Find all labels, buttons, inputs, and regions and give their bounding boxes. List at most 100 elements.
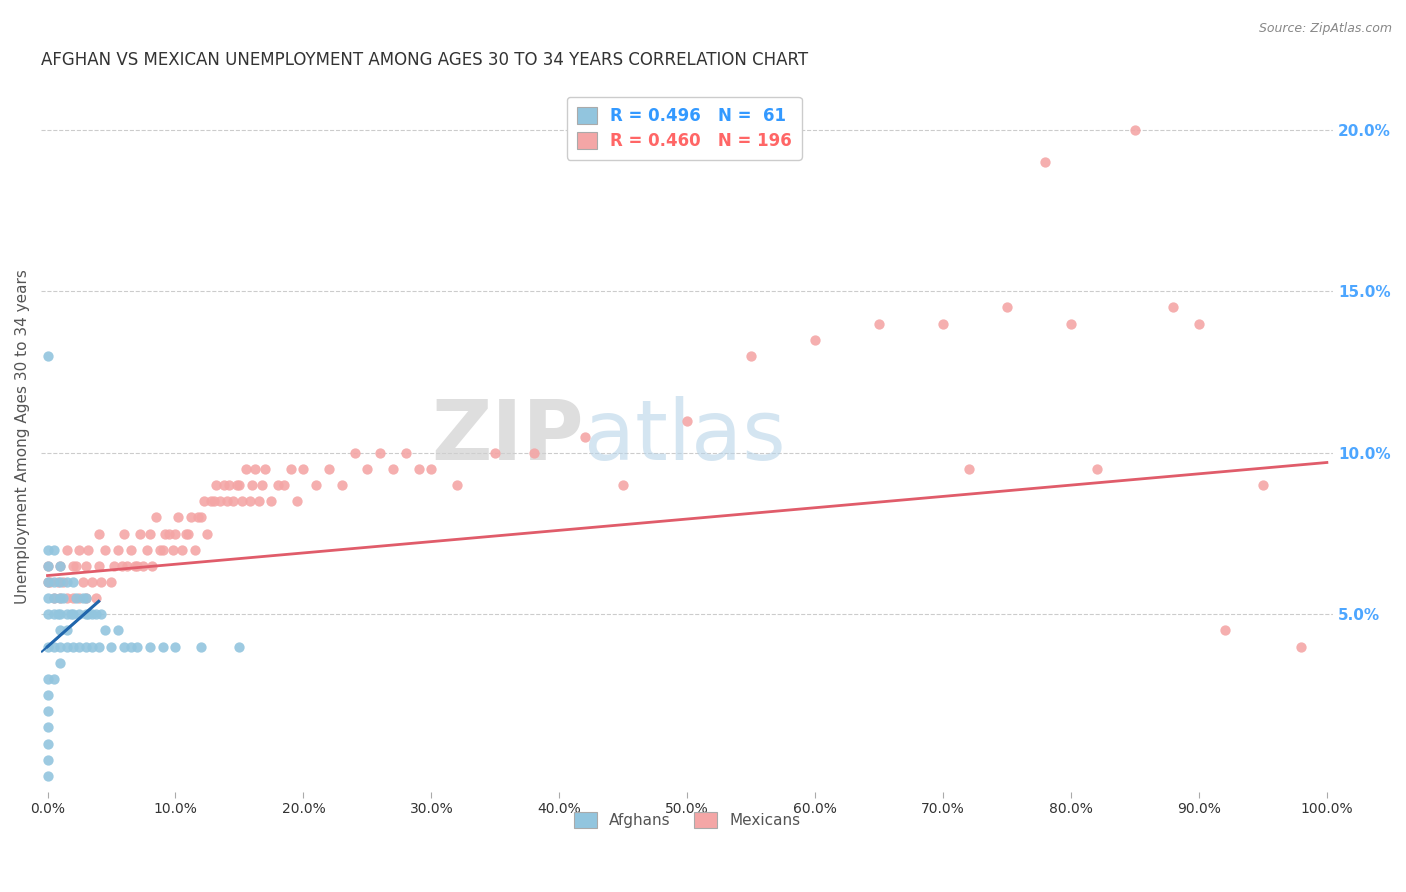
Point — [408, 462, 430, 476]
Point — [75, 591, 97, 606]
Point — [165, 640, 187, 654]
Point — [52, 591, 75, 606]
Point — [343, 446, 366, 460]
Point — [39, 574, 62, 589]
Point — [209, 494, 232, 508]
Point — [75, 607, 97, 622]
Point — [69, 591, 91, 606]
Point — [305, 478, 328, 492]
Point — [523, 446, 546, 460]
Point — [62, 574, 84, 589]
Point — [368, 446, 391, 460]
Point — [94, 624, 117, 638]
Point — [120, 640, 142, 654]
Point — [107, 542, 129, 557]
Point — [90, 574, 112, 589]
Point — [125, 558, 148, 573]
Point — [136, 542, 159, 557]
Point — [37, 574, 59, 589]
Point — [77, 542, 100, 557]
Point — [46, 607, 69, 622]
Point — [804, 333, 827, 347]
Point — [82, 640, 104, 654]
Point — [280, 462, 302, 476]
Point — [59, 607, 82, 622]
Point — [932, 317, 955, 331]
Point — [49, 656, 72, 670]
Point — [165, 526, 187, 541]
Point — [42, 672, 65, 686]
Point — [82, 574, 104, 589]
Point — [252, 478, 274, 492]
Point — [139, 526, 162, 541]
Point — [180, 510, 202, 524]
Point — [139, 640, 162, 654]
Point — [273, 478, 295, 492]
Point — [55, 542, 77, 557]
Point — [740, 349, 762, 363]
Point — [200, 494, 222, 508]
Point — [205, 478, 228, 492]
Point — [1291, 640, 1313, 654]
Point — [77, 607, 100, 622]
Point — [37, 753, 59, 767]
Point — [49, 591, 72, 606]
Point — [75, 591, 97, 606]
Point — [42, 591, 65, 606]
Point — [37, 542, 59, 557]
Point — [170, 542, 193, 557]
Point — [197, 526, 219, 541]
Point — [124, 558, 146, 573]
Point — [87, 526, 110, 541]
Point — [190, 510, 212, 524]
Point — [253, 462, 276, 476]
Point — [37, 607, 59, 622]
Point — [52, 574, 75, 589]
Point — [37, 558, 59, 573]
Point — [42, 640, 65, 654]
Point — [37, 672, 59, 686]
Point — [231, 494, 253, 508]
Point — [69, 640, 91, 654]
Point — [1060, 317, 1083, 331]
Point — [37, 737, 59, 751]
Point — [37, 704, 59, 718]
Point — [381, 462, 404, 476]
Point — [62, 591, 84, 606]
Point — [37, 591, 59, 606]
Point — [1251, 478, 1274, 492]
Point — [235, 462, 257, 476]
Point — [49, 574, 72, 589]
Point — [84, 607, 107, 622]
Point — [49, 624, 72, 638]
Point — [37, 688, 59, 702]
Point — [37, 720, 59, 734]
Point — [267, 478, 290, 492]
Text: atlas: atlas — [583, 396, 786, 477]
Point — [228, 640, 250, 654]
Point — [62, 558, 84, 573]
Point — [65, 591, 87, 606]
Point — [75, 558, 97, 573]
Point — [49, 607, 72, 622]
Point — [112, 640, 135, 654]
Point — [55, 574, 77, 589]
Point — [94, 542, 117, 557]
Point — [42, 574, 65, 589]
Point — [87, 558, 110, 573]
Point — [292, 462, 315, 476]
Point — [55, 607, 77, 622]
Point — [228, 478, 250, 492]
Point — [42, 607, 65, 622]
Point — [145, 510, 167, 524]
Point — [69, 607, 91, 622]
Point — [112, 526, 135, 541]
Point — [100, 640, 122, 654]
Point — [420, 462, 443, 476]
Point — [107, 624, 129, 638]
Point — [157, 526, 180, 541]
Point — [183, 542, 205, 557]
Point — [446, 478, 468, 492]
Point — [318, 462, 340, 476]
Point — [132, 558, 155, 573]
